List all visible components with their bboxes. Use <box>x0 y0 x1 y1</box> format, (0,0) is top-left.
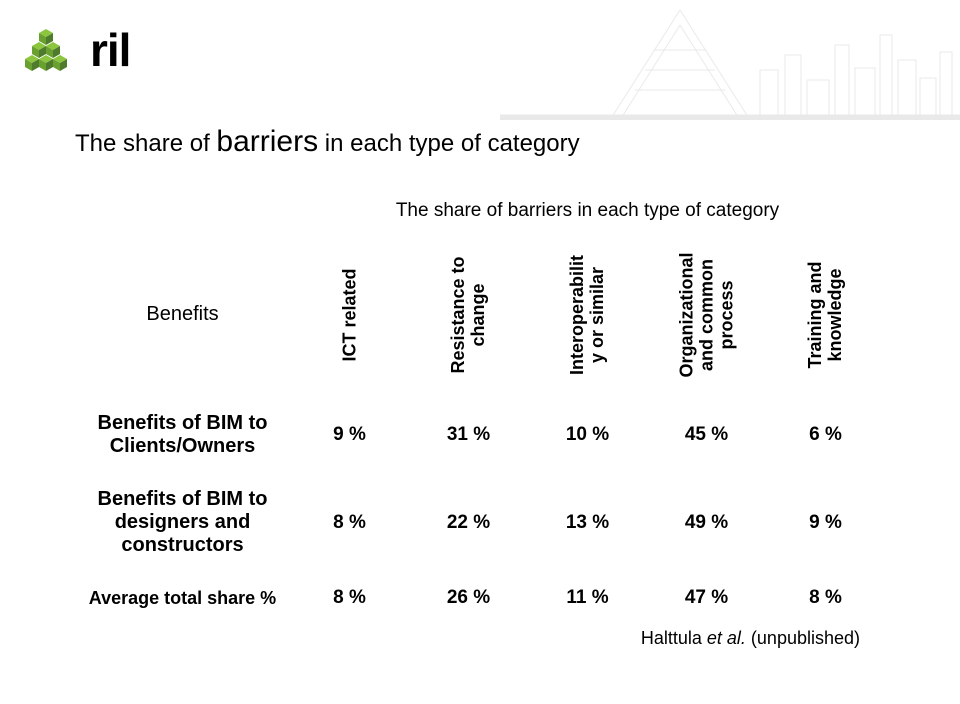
col-header-resistance: Resistance tochange <box>409 232 528 397</box>
cell: 8 % <box>766 572 885 624</box>
col-header-label: ICT related <box>339 268 360 361</box>
table-super-header: The share of barriers in each type of ca… <box>290 200 885 232</box>
background-skyline-deco <box>500 0 960 120</box>
row-label: Average total share % <box>75 572 290 624</box>
table-row: Benefits of BIM to Clients/Owners 9 % 31… <box>75 397 885 473</box>
col-header-label: Training andknowledge <box>806 261 846 368</box>
cell: 9 % <box>766 473 885 572</box>
table-row-summary: Average total share % 8 % 26 % 11 % 47 %… <box>75 572 885 624</box>
cell: 49 % <box>647 473 766 572</box>
cell: 45 % <box>647 397 766 473</box>
data-table: The share of barriers in each type of ca… <box>75 200 885 624</box>
cell: 8 % <box>290 572 409 624</box>
col-header-ict: ICT related <box>290 232 409 397</box>
cell: 11 % <box>528 572 647 624</box>
col-header-label: Interoperability or similar <box>568 254 608 374</box>
cell: 9 % <box>290 397 409 473</box>
page-title: The share of barriers in each type of ca… <box>75 125 580 159</box>
col-header-interop: Interoperability or similar <box>528 232 647 397</box>
logo-mark-icon <box>25 25 81 75</box>
cell: 47 % <box>647 572 766 624</box>
citation: Halttula et al. (unpublished) <box>641 628 860 649</box>
row-label: Benefits of BIM to Clients/Owners <box>75 397 290 473</box>
citation-italic: et al. <box>707 628 746 648</box>
cell: 22 % <box>409 473 528 572</box>
cell: 13 % <box>528 473 647 572</box>
cell: 6 % <box>766 397 885 473</box>
col-header-label: Resistance tochange <box>449 256 489 373</box>
citation-rest: (unpublished) <box>746 628 860 648</box>
row-label: Benefits of BIM to designers and constru… <box>75 473 290 572</box>
col-header-label: Organizationaland commonprocess <box>677 252 736 377</box>
title-emphasis: barriers <box>216 125 318 158</box>
cell: 31 % <box>409 397 528 473</box>
logo: ril <box>25 25 130 75</box>
logo-text: ril <box>90 32 130 69</box>
cell: 26 % <box>409 572 528 624</box>
col-header-organizational: Organizationaland commonprocess <box>647 232 766 397</box>
cell: 8 % <box>290 473 409 572</box>
citation-author: Halttula <box>641 628 707 648</box>
cell: 10 % <box>528 397 647 473</box>
table-row: Benefits of BIM to designers and constru… <box>75 473 885 572</box>
col-header-training: Training andknowledge <box>766 232 885 397</box>
title-suffix: in each type of category <box>318 130 580 157</box>
benefits-header: Benefits <box>75 232 290 397</box>
title-prefix: The share of <box>75 130 216 157</box>
